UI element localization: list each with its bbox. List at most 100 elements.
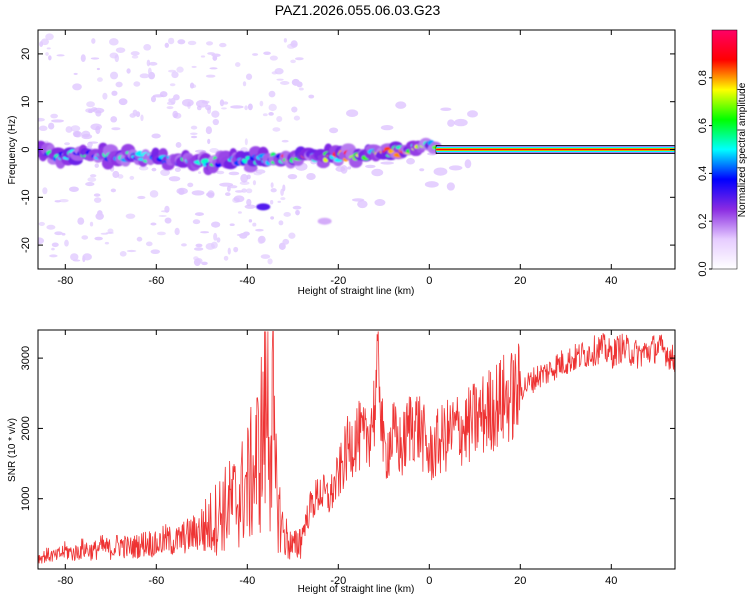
noise-blob [97,77,103,82]
noise-blob [190,132,198,136]
noise-blob [150,95,157,103]
noise-blob [291,106,298,113]
noise-blob [112,170,120,178]
noise-blob [206,192,215,197]
noise-blob [200,55,206,58]
noise-blob [259,100,264,107]
noise-blob [85,182,95,187]
noise-blob [269,55,278,61]
noise-blob [293,115,301,121]
noise-blob [244,105,248,111]
noise-blob [193,258,201,266]
noise-blob [171,71,179,79]
noise-blob [236,233,245,237]
spectrogram-y-tick-label: -10 [20,189,32,205]
noise-blob [270,182,274,188]
noise-blob [193,247,204,251]
noise-blob [77,217,85,225]
noise-blob [201,261,208,266]
noise-blob [93,193,101,197]
noise-blob [54,231,63,236]
snr-y-axis-title: SNR (10 * v/v) [7,418,18,482]
noise-blob [172,110,179,119]
noise-blob [244,138,248,146]
noise-blob [306,173,316,181]
noise-blob [137,195,146,200]
noise-blob [174,167,181,173]
spectrogram-stable-tone [435,145,675,154]
noise-blob [50,113,58,119]
noise-blob [248,219,253,223]
noise-blob [272,127,281,132]
snr-y-tick-label: 2000 [20,416,32,440]
noise-blob [129,175,135,180]
noise-blob [347,166,352,170]
snr-x-tick-label: -60 [148,575,164,587]
noise-blob [89,221,94,227]
noise-blob [130,51,140,56]
noise-blob [212,55,218,61]
noise-blob [126,249,137,253]
noise-blob [295,209,300,216]
noise-blob [287,173,298,180]
noise-blob [380,161,395,165]
spectrogram-x-tick-label: -80 [57,275,73,287]
noise-blob [290,59,296,64]
noise-blob [216,237,221,243]
noise-blob [239,181,250,186]
noise-blob [125,213,136,219]
noise-blob [94,236,103,241]
noise-blob [206,41,214,46]
noise-blob [268,90,276,98]
noise-blob [133,81,141,87]
spectrogram-x-tick-label: 40 [605,275,617,287]
snr-panel: -80 -60 -40 -20 0 20 40 1000 2000 3000 Height of… [7,329,676,595]
snr-x-tick-label: -80 [57,575,73,587]
noise-blob [357,200,368,209]
noise-blob [143,44,152,51]
noise-blob [447,119,455,127]
snr-x-tick-label: 0 [426,575,432,587]
snr-frame [37,329,676,570]
noise-blob [95,125,101,135]
noise-blob [40,38,49,46]
noise-blob [93,197,102,203]
noise-blob [453,118,468,127]
noise-blob [282,184,286,192]
spectrogram-y-tick-label: 10 [20,96,32,108]
noise-blob [395,101,407,109]
noise-blob [152,94,164,98]
noise-blob [87,141,93,148]
noise-blob [211,110,220,118]
colorbar-tick-label: 0.0 [697,261,709,276]
noise-blob [169,83,176,87]
noise-blob [258,235,266,244]
noise-blob [111,90,118,96]
noise-blob [283,212,291,217]
spectrogram-y-tick-label: 0 [20,146,32,152]
noise-blob [280,80,290,85]
noise-blob [107,228,114,234]
noise-blob [96,67,100,71]
colorbar-tick-label: 0.4 [697,166,709,181]
noise-blob [119,251,127,257]
noise-blob [80,54,86,63]
noise-blob [58,199,69,203]
noise-blob [191,84,197,89]
noise-blob [288,232,296,239]
snr-x-tick-label: 20 [514,575,526,587]
noise-blob [221,107,227,110]
noise-blob [126,68,131,74]
noise-blob [111,127,121,131]
noise-blob [209,67,218,70]
spectrogram-y-axis: -20 -10 0 10 20 [20,48,675,253]
noise-blob [164,217,172,224]
noise-blob [233,195,245,203]
snr-plot-area [38,330,675,564]
noise-blob [190,135,198,139]
noise-blob [81,133,93,140]
spectrogram-x-tick-label: -20 [330,275,346,287]
noise-blob [225,192,231,197]
noise-blob [109,38,119,46]
